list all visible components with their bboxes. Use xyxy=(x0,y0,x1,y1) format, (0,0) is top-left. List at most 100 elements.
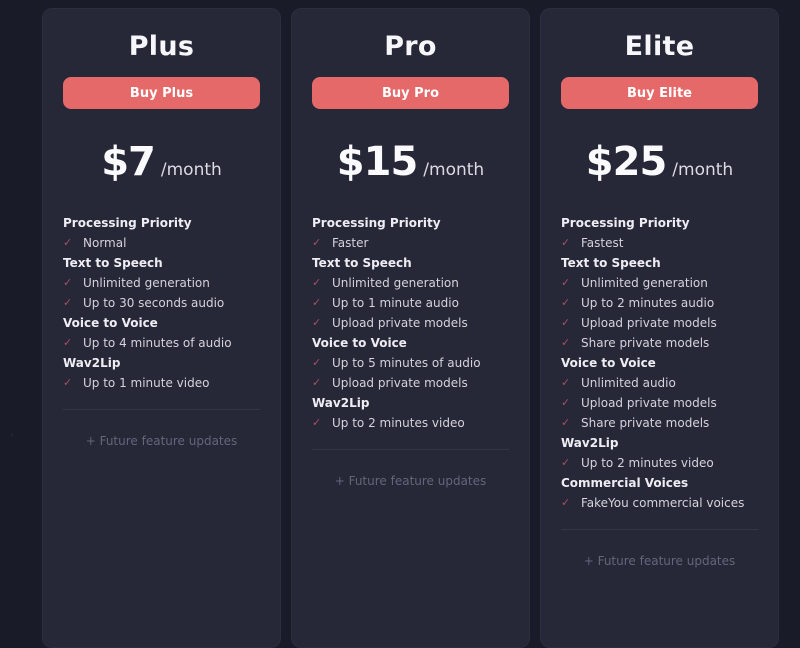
check-icon: ✓ xyxy=(561,496,571,509)
feature-item: ✓ Share private models xyxy=(561,333,758,353)
feature-item: ✓ Up to 2 minutes video xyxy=(312,413,509,433)
feature-item: ✓ Upload private models xyxy=(312,313,509,333)
feature-label: FakeYou commercial voices xyxy=(581,496,745,510)
feature-label: Up to 4 minutes of audio xyxy=(83,336,232,350)
feature-item: ✓ Unlimited generation xyxy=(561,273,758,293)
check-icon: ✓ xyxy=(63,376,73,389)
feature-label: Unlimited generation xyxy=(83,276,210,290)
future-updates-note: + Future feature updates xyxy=(85,434,238,448)
feature-group-heading: Voice to Voice xyxy=(312,336,407,350)
feature-label: Up to 1 minute video xyxy=(83,376,210,390)
pricing-card-plus: Plus Buy Plus $7 /month Processing Prior… xyxy=(42,8,281,648)
feature-group-heading: Processing Priority xyxy=(312,216,441,230)
pricing-card-pro: Pro Buy Pro $15 /month Processing Priori… xyxy=(291,8,530,648)
check-icon: ✓ xyxy=(312,276,322,289)
feature-item: ✓ Up to 2 minutes audio xyxy=(561,293,758,313)
feature-label: Share private models xyxy=(581,336,710,350)
feature-group-heading: Processing Priority xyxy=(63,216,192,230)
check-icon: ✓ xyxy=(312,296,322,309)
feature-item: ✓ Normal xyxy=(63,233,260,253)
check-icon: ✓ xyxy=(312,236,322,249)
check-icon: ✓ xyxy=(561,296,571,309)
feature-group-heading: Text to Speech xyxy=(561,256,661,270)
price-period: /month xyxy=(160,160,222,180)
feature-label: Normal xyxy=(83,236,127,250)
price-amount: $7 xyxy=(101,139,156,185)
feature-group-heading: Wav2Lip xyxy=(312,396,370,410)
check-icon: ✓ xyxy=(63,236,73,249)
feature-label: Unlimited generation xyxy=(581,276,708,290)
check-icon: ✓ xyxy=(561,416,571,429)
buy-elite-button[interactable]: Buy Elite xyxy=(561,77,758,109)
check-icon: ✓ xyxy=(312,316,322,329)
check-icon: ✓ xyxy=(561,396,571,409)
check-icon: ✓ xyxy=(561,316,571,329)
feature-group-heading: Processing Priority xyxy=(561,216,690,230)
feature-group-heading: Wav2Lip xyxy=(63,356,121,370)
feature-item: ✓ Up to 1 minute audio xyxy=(312,293,509,313)
check-icon: ✓ xyxy=(561,276,571,289)
feature-label: Upload private models xyxy=(332,316,468,330)
feature-label: Unlimited audio xyxy=(581,376,676,390)
buy-plus-button[interactable]: Buy Plus xyxy=(63,77,260,109)
check-icon: ✓ xyxy=(561,376,571,389)
price-row: $15 /month xyxy=(312,139,509,187)
divider xyxy=(63,409,260,410)
price-row: $25 /month xyxy=(561,139,758,187)
feature-label: Up to 2 minutes audio xyxy=(581,296,715,310)
feature-item: ✓ Unlimited generation xyxy=(63,273,260,293)
plan-title: Elite xyxy=(624,31,695,62)
feature-item: ✓ Fastest xyxy=(561,233,758,253)
check-icon: ✓ xyxy=(561,336,571,349)
feature-label: Upload private models xyxy=(332,376,468,390)
feature-list: Processing Priority ✓ Normal Text to Speech… xyxy=(63,213,260,393)
future-updates-note: + Future feature updates xyxy=(334,474,487,488)
feature-label: Fastest xyxy=(581,236,624,250)
plan-title: Pro xyxy=(384,31,437,62)
feature-label: Upload private models xyxy=(581,316,717,330)
check-icon: ✓ xyxy=(561,236,571,249)
feature-item: ✓ Upload private models xyxy=(561,393,758,413)
feature-list: Processing Priority ✓ Fastest Text to Speec… xyxy=(561,213,758,513)
divider xyxy=(312,449,509,450)
feature-item: ✓ Upload private models xyxy=(561,313,758,333)
feature-item: ✓ Share private models xyxy=(561,413,758,433)
feature-item: ✓ Up to 4 minutes of audio xyxy=(63,333,260,353)
check-icon: ✓ xyxy=(312,376,322,389)
check-icon: ✓ xyxy=(63,336,73,349)
feature-label: Up to 30 seconds audio xyxy=(83,296,225,310)
feature-item: ✓ Up to 1 minute video xyxy=(63,373,260,393)
price-period: /month xyxy=(672,160,734,180)
feature-group-heading: Voice to Voice xyxy=(561,356,656,370)
feature-group-heading: Text to Speech xyxy=(312,256,412,270)
feature-label: Share private models xyxy=(581,416,710,430)
feature-item: ✓ Unlimited generation xyxy=(312,273,509,293)
feature-item: ✓ Up to 2 minutes video xyxy=(561,453,758,473)
feature-group-heading: Voice to Voice xyxy=(63,316,158,330)
feature-group-heading: Wav2Lip xyxy=(561,436,619,450)
feature-group-heading: Commercial Voices xyxy=(561,476,689,490)
feature-item: ✓ Up to 30 seconds audio xyxy=(63,293,260,313)
feature-item: ✓ Upload private models xyxy=(312,373,509,393)
check-icon: ✓ xyxy=(63,296,73,309)
feature-label: Faster xyxy=(332,236,369,250)
feature-item: ✓ Up to 5 minutes of audio xyxy=(312,353,509,373)
feature-label: Up to 2 minutes video xyxy=(581,456,714,470)
plan-title: Plus xyxy=(128,31,195,62)
buy-pro-button[interactable]: Buy Pro xyxy=(312,77,509,109)
price-row: $7 /month xyxy=(63,139,260,187)
check-icon: ✓ xyxy=(312,356,322,369)
pricing-card-elite: Elite Buy Elite $25 /month Processing Pr… xyxy=(540,8,779,648)
price-period: /month xyxy=(423,160,485,180)
feature-item: ✓ Unlimited audio xyxy=(561,373,758,393)
feature-label: Up to 2 minutes video xyxy=(332,416,465,430)
future-updates-note: + Future feature updates xyxy=(583,554,736,568)
feature-label: Unlimited generation xyxy=(332,276,459,290)
price-amount: $25 xyxy=(585,139,667,185)
price-amount: $15 xyxy=(336,139,418,185)
feature-group-heading: Text to Speech xyxy=(63,256,163,270)
check-icon: ✓ xyxy=(63,276,73,289)
divider xyxy=(561,529,758,530)
check-icon: ✓ xyxy=(312,416,322,429)
feature-item: ✓ FakeYou commercial voices xyxy=(561,493,758,513)
